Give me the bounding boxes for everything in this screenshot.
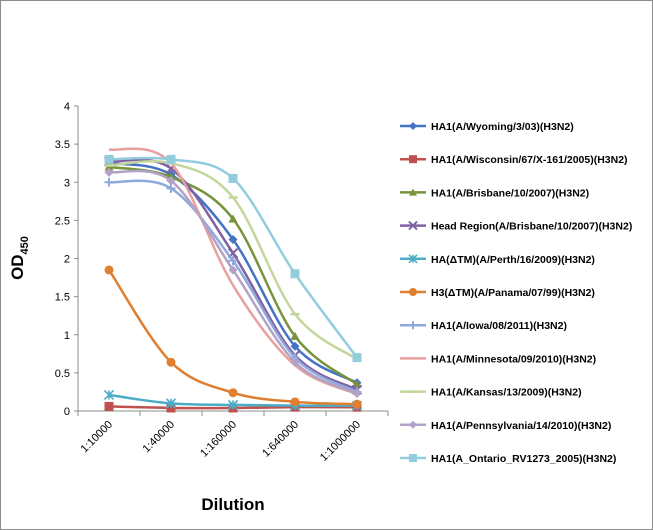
y-tick-label: 0	[64, 406, 70, 418]
legend-item: HA(ΔTM)(A/Perth/16/2009)(H3N2)	[400, 254, 595, 266]
data-point	[166, 154, 176, 164]
data-point	[228, 234, 238, 244]
legend-item: HA1(A/Wisconsin/67/X-161/2005)(H3N2)	[400, 154, 628, 166]
series-line	[108, 159, 358, 361]
legend-label: Head Region(A/Brisbane/10/2007)(H3N2)	[431, 221, 632, 233]
legend-item: HA1(A/Brisbane/10/2007)(H3N2)	[400, 187, 589, 199]
data-point	[104, 401, 114, 411]
legend-label: HA1(A/Iowa/08/2011)(H3N2)	[431, 320, 567, 332]
series-9	[104, 167, 362, 398]
legend-item: HA1(A/Minnesota/09/2010)(H3N2)	[400, 353, 596, 365]
data-point	[409, 288, 417, 296]
legend-label: HA1(A/Pennsylvania/14/2010)(H3N2)	[431, 420, 611, 432]
data-point	[166, 403, 176, 413]
y-axis-title-text: OD	[8, 254, 27, 280]
data-point	[104, 177, 114, 187]
y-tick-label: 3.5	[55, 139, 70, 151]
series-7	[108, 147, 358, 396]
legend-label: HA1(A/Kansas/13/2009)(H3N2)	[431, 387, 582, 399]
data-point	[227, 399, 239, 410]
y-axis-title-subscript: 450	[19, 236, 31, 254]
series-line	[108, 158, 358, 391]
x-tick-label: 1:640000	[260, 419, 301, 460]
data-point	[409, 155, 417, 164]
data-point	[290, 357, 300, 367]
y-tick-label: 1.5	[55, 292, 70, 304]
data-point	[290, 331, 300, 340]
data-point	[290, 341, 300, 351]
series-line	[108, 165, 358, 386]
series-3	[103, 156, 363, 395]
x-tick-label: 1:1000000	[318, 419, 363, 464]
data-point	[166, 183, 176, 193]
y-tick-label: 2.5	[55, 215, 70, 227]
data-point	[228, 173, 238, 183]
x-tick-label: 1:160000	[198, 419, 239, 460]
legend-label: HA1(A_Ontario_RV1273_2005)(H3N2)	[431, 453, 616, 465]
series-layer	[103, 147, 363, 413]
series-line	[108, 156, 359, 359]
data-point	[409, 122, 417, 130]
legend-item: HA1(A/Iowa/08/2011)(H3N2)	[400, 320, 567, 332]
series-line	[107, 269, 358, 406]
data-point	[104, 265, 114, 275]
data-point	[228, 388, 238, 398]
legend-label: HA1(A/Wyoming/3/03)(H3N2)	[431, 121, 574, 133]
data-point	[165, 398, 177, 409]
data-point	[290, 269, 300, 279]
legend-item: H3(ΔTM)(A/Panama/07/99)(H3N2)	[400, 287, 595, 299]
legend-item: HA1(A_Ontario_RV1273_2005)(H3N2)	[400, 453, 616, 465]
data-point	[409, 454, 417, 462]
series-5	[104, 265, 362, 409]
y-tick-label: 2	[64, 254, 70, 266]
data-point	[408, 254, 418, 264]
data-point	[408, 220, 418, 231]
legend-item: HA1(A/Wyoming/3/03)(H3N2)	[400, 121, 574, 133]
x-tick-label: 1:10000	[79, 419, 116, 456]
data-point	[104, 154, 114, 164]
y-tick-label: 0.5	[55, 368, 70, 380]
data-point	[409, 321, 417, 330]
data-point	[166, 357, 176, 367]
legend-item: Head Region(A/Brisbane/10/2007)(H3N2)	[400, 221, 632, 233]
data-point	[352, 353, 362, 363]
data-point	[352, 388, 362, 398]
data-point	[166, 176, 176, 186]
data-point	[103, 389, 115, 401]
y-tick-label: 3	[64, 177, 70, 189]
y-axis-title: OD450	[8, 236, 31, 280]
legend-label: HA1(A/Minnesota/09/2010)(H3N2)	[431, 353, 596, 365]
legend-label: HA1(A/Brisbane/10/2007)(H3N2)	[431, 187, 589, 199]
legend-label: HA(ΔTM)(A/Perth/16/2009)(H3N2)	[431, 254, 595, 266]
legend: HA1(A/Wyoming/3/03)(H3N2) HA1(A/Wisconsin…	[400, 121, 632, 465]
legend-item: HA1(A/Pennsylvania/14/2010)(H3N2)	[400, 420, 611, 432]
series-10	[104, 154, 362, 363]
x-tick-label: 1:40000	[141, 419, 178, 456]
y-tick-label: 4	[64, 101, 70, 113]
data-point	[409, 420, 417, 429]
data-point	[290, 397, 300, 407]
x-axis-title: Dilution	[201, 495, 264, 514]
data-point	[409, 188, 417, 196]
x-tick-labels: 1:10000 1:40000 1:160000 1:640000 1:1000000	[77, 411, 389, 464]
y-tick-labels: 0 0.5 1 1.5 2 2.5 3 3.5 4	[55, 101, 78, 418]
legend-label: H3(ΔTM)(A/Panama/07/99)(H3N2)	[431, 287, 595, 299]
legend-label: HA1(A/Wisconsin/67/X-161/2005)(H3N2)	[431, 154, 628, 166]
data-point	[228, 214, 238, 223]
y-tick-label: 1	[64, 330, 70, 342]
data-point	[228, 265, 238, 275]
data-point	[352, 379, 362, 388]
legend-item: HA1(A/Kansas/13/2009)(H3N2)	[400, 387, 582, 399]
data-point	[104, 167, 114, 177]
data-point	[228, 256, 238, 266]
series-line	[108, 147, 358, 396]
data-point	[352, 399, 362, 409]
